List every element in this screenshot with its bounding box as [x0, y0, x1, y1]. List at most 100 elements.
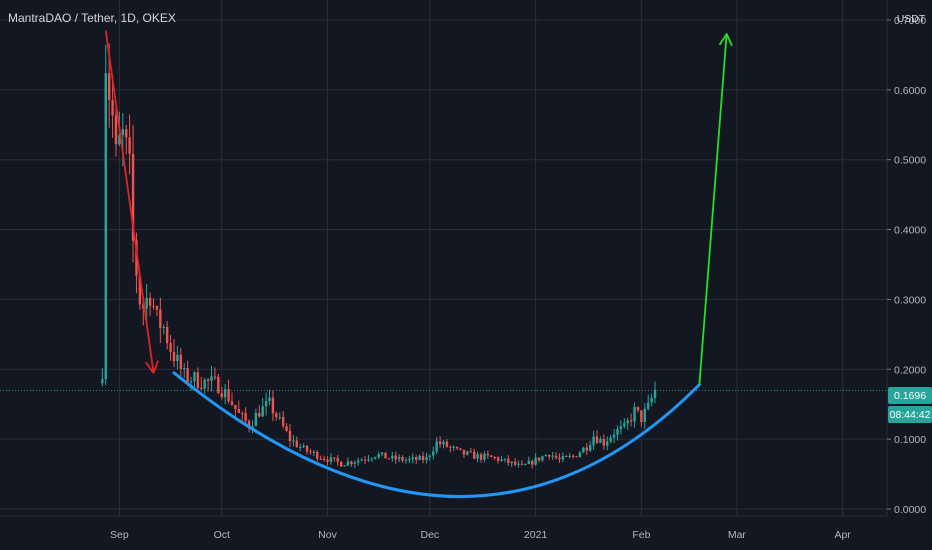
candle-body: [316, 451, 319, 459]
candle-body: [148, 297, 152, 306]
candle-body: [548, 455, 551, 457]
candle-body: [606, 441, 609, 446]
candle-body: [476, 454, 479, 459]
candle-body: [558, 457, 561, 460]
candle-body: [268, 397, 271, 402]
candle-body: [428, 455, 432, 458]
candle-body: [541, 456, 544, 461]
candle-body: [254, 413, 258, 427]
price-axis[interactable]: 0.7000 0.6000 0.5000 0.4000 0.3000 0.2000 0.10…: [887, 15, 926, 516]
candle-body: [582, 447, 585, 453]
candle-body: [145, 297, 148, 309]
candle-body: [339, 461, 343, 467]
candle-body: [247, 420, 251, 429]
candle-body: [401, 457, 404, 461]
candle-body: [203, 379, 206, 389]
candle-body: [206, 379, 210, 381]
candle-body: [568, 455, 571, 457]
candle-body: [653, 389, 657, 399]
candle-body: [343, 465, 346, 467]
candle-body: [326, 459, 329, 462]
trend-arrow-head: [145, 360, 159, 374]
candle-body: [305, 445, 309, 452]
candle-body: [299, 447, 302, 449]
candle-body: [602, 438, 606, 446]
candle-body: [384, 452, 387, 459]
candle-body: [210, 376, 213, 381]
candle-body: [350, 461, 353, 464]
candle-body: [234, 404, 237, 410]
countdown-label: 08:44:42: [890, 409, 931, 421]
candle-body: [118, 135, 121, 145]
candle-body: [387, 458, 391, 460]
price-tick-label: 0.2000: [894, 364, 926, 376]
last-price-badge: [888, 387, 932, 404]
candle-body: [425, 457, 428, 461]
candle-body: [415, 457, 418, 460]
candle-body: [125, 129, 128, 138]
candle-body: [527, 460, 530, 465]
candle-body: [510, 461, 513, 464]
candle-body: [333, 457, 336, 459]
candle-body: [179, 354, 183, 369]
candle-body: [462, 449, 466, 455]
time-tick-label: Feb: [632, 529, 650, 541]
candle-body: [271, 397, 275, 414]
candle-body: [575, 456, 578, 458]
candle-body: [295, 440, 299, 448]
candle-body: [261, 406, 264, 417]
candle-body: [513, 461, 517, 465]
candle-body: [264, 401, 268, 407]
trend-arrow-line: [104, 30, 155, 373]
candle-body: [220, 393, 223, 398]
candle-body: [493, 457, 496, 459]
candle-body: [183, 368, 186, 370]
time-axis[interactable]: Sep Oct Nov Dec 2021 Feb Mar Apr: [110, 529, 851, 541]
candle-body: [619, 426, 623, 430]
time-tick-label: Dec: [421, 529, 440, 541]
candle-body: [128, 137, 131, 154]
candle-body: [278, 416, 281, 418]
cup-curve-line: [172, 371, 701, 498]
candle-body: [537, 457, 541, 461]
grid-lines: [0, 0, 887, 516]
candle-body: [336, 458, 339, 462]
price-tick-label: 0.6000: [894, 85, 926, 97]
candle-body: [524, 464, 527, 466]
candle-body: [363, 459, 367, 461]
candle-body: [479, 454, 483, 460]
candle-body: [473, 451, 476, 459]
candle-body: [353, 462, 356, 464]
candle-body: [285, 426, 288, 431]
drawings-group: [0, 30, 887, 498]
time-tick-label: Mar: [728, 529, 747, 541]
candle-body: [227, 389, 230, 402]
candle-body: [636, 406, 640, 411]
candle-body: [534, 457, 537, 465]
candle-body: [172, 352, 176, 362]
candle-body: [131, 153, 135, 241]
candle-body: [104, 73, 107, 380]
candle-body: [588, 445, 592, 451]
candle-body: [629, 420, 633, 422]
candle-body: [554, 455, 558, 458]
candle-body: [196, 372, 200, 388]
time-tick-label: Apr: [834, 529, 851, 541]
candle-body: [288, 430, 292, 441]
time-tick-label: Oct: [214, 529, 230, 541]
trend-arrow-head: [718, 33, 733, 47]
candle-body: [258, 413, 261, 417]
candle-body: [507, 458, 510, 464]
candle-body: [520, 463, 524, 465]
candle-body: [496, 457, 500, 461]
candle-body: [189, 381, 193, 383]
candle-body: [275, 413, 278, 418]
candle-body: [432, 451, 435, 456]
candle-body: [200, 387, 203, 389]
candle-body: [169, 343, 172, 353]
candle-body: [176, 354, 179, 362]
candle-body: [517, 463, 520, 465]
